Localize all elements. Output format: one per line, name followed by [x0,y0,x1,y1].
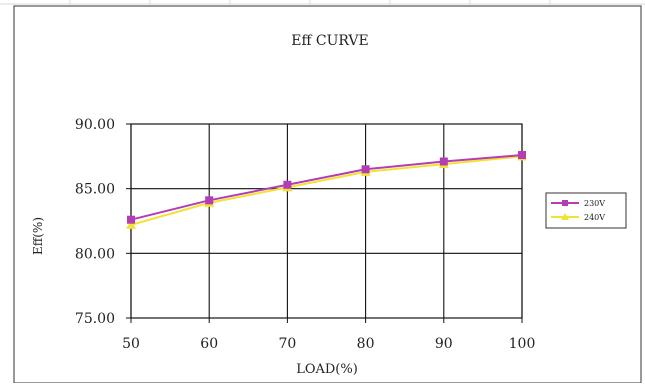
legend-label: 230V [584,199,605,208]
series-line-240V [130,155,523,226]
legend-marker-240V [561,213,569,220]
data-point-230V [518,151,526,160]
x-tick-label: 90 [435,336,453,352]
plot-area [130,123,523,319]
y-tick-label: 85.00 [75,182,115,198]
y-tick-label: 75.00 [75,311,115,327]
x-tick-label: 70 [278,336,296,352]
data-point-230V [439,157,448,166]
legend-box [545,192,627,229]
x-axis-ticks: 50 60 70 80 90 100 [122,318,535,352]
legend: 230V 240V [545,192,627,229]
data-point-230V [361,165,370,174]
data-point-230V [127,215,135,224]
data-point-230V [205,196,214,205]
chart-title: Eff CURVE [291,33,369,49]
x-axis-label: LOAD(%) [296,362,358,377]
x-tick-label: 50 [122,336,140,352]
x-tick-label: 100 [509,336,536,352]
series-line-230V [130,154,523,221]
y-axis-label: Eff(%) [31,217,45,255]
x-tick-label: 80 [357,336,375,352]
spreadsheet-background [0,0,645,5]
data-point-230V [283,180,292,189]
legend-marker-230V [562,200,568,206]
x-tick-label: 60 [200,336,218,352]
y-tick-label: 80.00 [75,246,115,262]
y-axis-ticks: 75.00 80.00 85.00 90.00 [75,117,131,327]
legend-label: 240V [584,213,605,222]
y-tick-label: 90.00 [75,117,115,133]
data-point-240V [126,219,136,229]
series-layer [126,151,527,229]
